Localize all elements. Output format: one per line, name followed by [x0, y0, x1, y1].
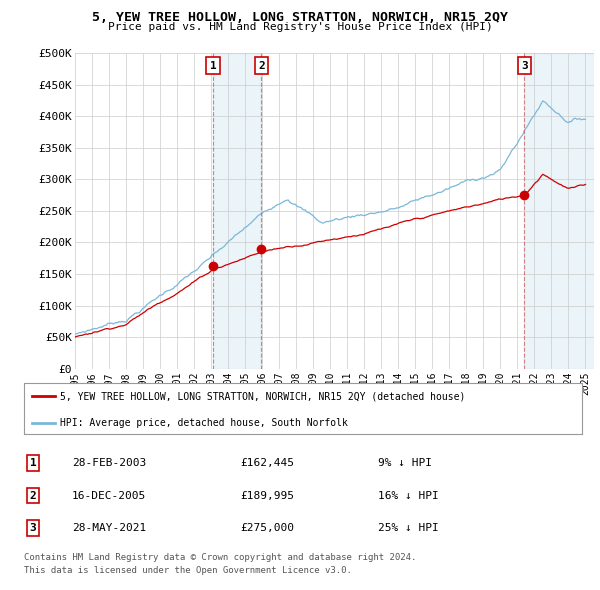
Text: 2: 2: [258, 61, 265, 71]
Text: 16% ↓ HPI: 16% ↓ HPI: [378, 491, 439, 500]
Text: £162,445: £162,445: [240, 458, 294, 468]
Text: Contains HM Land Registry data © Crown copyright and database right 2024.: Contains HM Land Registry data © Crown c…: [24, 553, 416, 562]
Text: £189,995: £189,995: [240, 491, 294, 500]
Text: 9% ↓ HPI: 9% ↓ HPI: [378, 458, 432, 468]
Text: 28-FEB-2003: 28-FEB-2003: [72, 458, 146, 468]
Text: 25% ↓ HPI: 25% ↓ HPI: [378, 523, 439, 533]
Text: £275,000: £275,000: [240, 523, 294, 533]
Text: 2: 2: [29, 491, 37, 500]
Text: 16-DEC-2005: 16-DEC-2005: [72, 491, 146, 500]
Text: 5, YEW TREE HOLLOW, LONG STRATTON, NORWICH, NR15 2QY (detached house): 5, YEW TREE HOLLOW, LONG STRATTON, NORWI…: [60, 391, 466, 401]
Text: 3: 3: [29, 523, 37, 533]
Text: 1: 1: [210, 61, 217, 71]
Text: 28-MAY-2021: 28-MAY-2021: [72, 523, 146, 533]
Text: 5, YEW TREE HOLLOW, LONG STRATTON, NORWICH, NR15 2QY: 5, YEW TREE HOLLOW, LONG STRATTON, NORWI…: [92, 11, 508, 24]
Text: This data is licensed under the Open Government Licence v3.0.: This data is licensed under the Open Gov…: [24, 566, 352, 575]
Text: 3: 3: [521, 61, 528, 71]
Text: 1: 1: [29, 458, 37, 468]
Text: Price paid vs. HM Land Registry's House Price Index (HPI): Price paid vs. HM Land Registry's House …: [107, 22, 493, 32]
Text: HPI: Average price, detached house, South Norfolk: HPI: Average price, detached house, Sout…: [60, 418, 348, 428]
Bar: [213, 53, 262, 369]
Bar: [524, 53, 594, 369]
